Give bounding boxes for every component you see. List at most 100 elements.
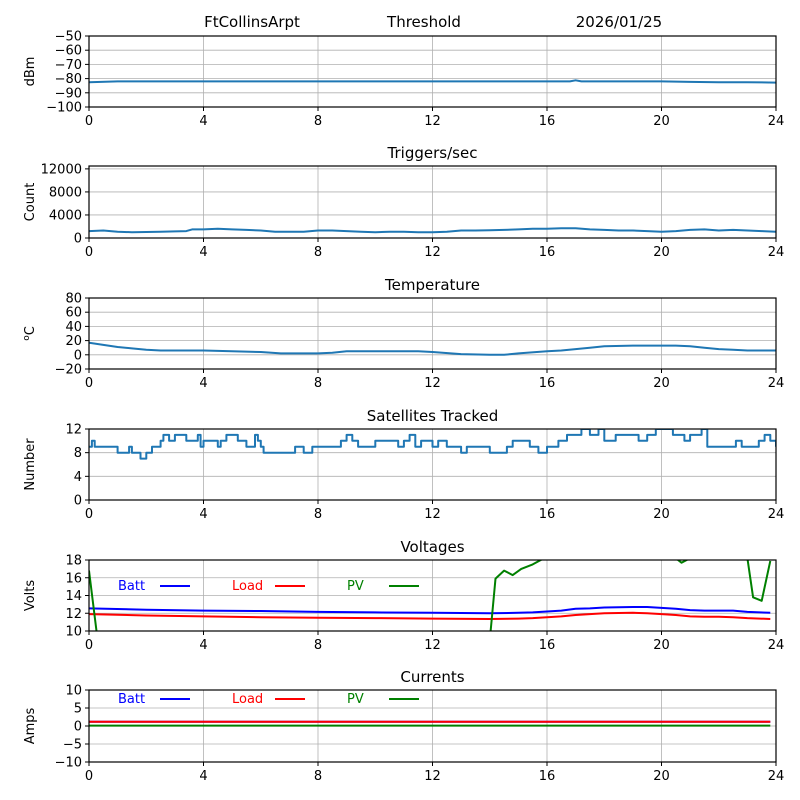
y-tick-label: 10 [65, 684, 82, 699]
x-tick-label: 20 [653, 245, 670, 260]
y-tick-label: 18 [65, 554, 82, 569]
x-tick-label: 8 [314, 769, 322, 784]
y-tick-label: 12000 [41, 162, 82, 177]
panel-voltages: Voltages Volts 0 4 8 12 16 20 24 10 12 14 16 18 Batt… [23, 538, 784, 653]
x-tick-label: 20 [653, 507, 670, 522]
y-tick-label: 14 [65, 589, 82, 604]
y-tick-label: 12 [65, 607, 82, 622]
x-tick-label: 0 [85, 638, 93, 653]
x-tick-label: 16 [539, 245, 556, 260]
y-axis-label: oC [22, 326, 38, 341]
y-tick-label: 16 [65, 571, 82, 586]
x-tick-label: 8 [314, 376, 322, 391]
x-tick-label: 12 [424, 769, 441, 784]
legend-label-load: Load [232, 692, 263, 707]
y-tick-label: −50 [55, 30, 82, 45]
series-line-triggers [89, 227, 776, 234]
y-tick-label: −60 [55, 44, 82, 59]
x-tick-label: 0 [85, 769, 93, 784]
y-tick-label: −100 [46, 101, 82, 116]
x-tick-label: 12 [424, 114, 441, 129]
y-tick-label: 0 [74, 720, 82, 735]
panel-triggers: Triggers/sec Count 0 4 8 12 16 20 24 0 4000 8000 1… [23, 144, 784, 260]
y-tick-label: −20 [55, 363, 82, 378]
x-tick-label: 8 [314, 638, 322, 653]
x-tick-label: 4 [199, 114, 207, 129]
series-group [89, 227, 776, 234]
x-tick-label: 24 [768, 376, 785, 391]
header-mode: Threshold [386, 13, 461, 31]
x-tick-label: 16 [539, 638, 556, 653]
y-axis-label: dBm [23, 57, 38, 87]
y-tick-label: 0 [74, 232, 82, 247]
y-tick-label: 8 [74, 446, 82, 461]
y-tick-label: 0 [74, 348, 82, 363]
x-tick-label: 0 [85, 507, 93, 522]
y-tick-label: 12 [65, 423, 82, 438]
x-tick-label: 24 [768, 507, 785, 522]
x-tick-label: 24 [768, 769, 785, 784]
y-tick-label: −70 [55, 58, 82, 73]
y-axis-label: Volts [23, 580, 38, 612]
x-tick-label: 12 [424, 245, 441, 260]
legend-label-pv: PV [347, 692, 364, 707]
x-tick-label: 4 [199, 638, 207, 653]
x-tick-label: 8 [314, 114, 322, 129]
y-axis-label: Number [23, 438, 38, 491]
x-tick-label: 20 [653, 638, 670, 653]
x-tick-label: 8 [314, 507, 322, 522]
panel-title: Voltages [400, 538, 464, 556]
panel-satellites: Satellites Tracked Number 0 4 8 12 16 20 24 0 4 8… [23, 407, 784, 522]
x-tick-label: 16 [539, 114, 556, 129]
header-station: FtCollinsArpt [204, 13, 300, 31]
x-tick-label: 20 [653, 376, 670, 391]
series-group [89, 79, 776, 84]
x-tick-label: 4 [199, 507, 207, 522]
panel-threshold: dBm 0 4 8 12 16 20 24 −100−90−80−70−60−50 [23, 30, 784, 130]
y-axis-label: Count [23, 183, 38, 222]
x-tick-label: 0 [85, 114, 93, 129]
series-line-pv [89, 560, 772, 631]
header-date: 2026/01/25 [576, 13, 662, 31]
y-tick-label: 4 [74, 470, 82, 485]
legend-label-batt: Batt [118, 692, 145, 707]
legend-label-pv: PV [347, 579, 364, 594]
x-tick-label: 0 [85, 245, 93, 260]
y-tick-label: 10 [65, 625, 82, 640]
y-tick-label: −90 [55, 86, 82, 101]
series-line-batt [89, 606, 771, 615]
series-line-temperature [89, 341, 776, 356]
series-group [89, 560, 772, 631]
y-axis-label: Amps [23, 707, 38, 744]
x-tick-label: 12 [424, 376, 441, 391]
series-group [89, 341, 776, 356]
x-tick-label: 20 [653, 114, 670, 129]
y-tick-label: −5 [63, 738, 82, 753]
x-tick-label: 8 [314, 245, 322, 260]
series-line-satellites [89, 429, 776, 460]
x-tick-label: 24 [768, 245, 785, 260]
panel-currents: Currents Amps 0 4 8 12 16 20 24 −10 −5 0 5 10 Batt Lo… [23, 668, 784, 784]
y-tick-label: 40 [65, 320, 82, 335]
x-tick-label: 24 [768, 114, 785, 129]
y-tick-label: 80 [65, 292, 82, 307]
x-tick-label: 4 [199, 245, 207, 260]
x-tick-label: 20 [653, 769, 670, 784]
y-tick-label: 8000 [49, 185, 82, 200]
y-tick-label: 4000 [49, 208, 82, 223]
series-group [89, 429, 776, 460]
x-tick-label: 16 [539, 769, 556, 784]
x-tick-label: 12 [424, 507, 441, 522]
y-tick-label: 0 [74, 494, 82, 509]
panel-title: Currents [400, 668, 464, 686]
x-tick-label: 16 [539, 376, 556, 391]
x-tick-label: 12 [424, 638, 441, 653]
panel-title: Temperature [384, 276, 480, 294]
y-tick-label: 60 [65, 306, 82, 321]
legend-label-load: Load [232, 579, 263, 594]
x-tick-label: 24 [768, 638, 785, 653]
x-tick-label: 4 [199, 769, 207, 784]
